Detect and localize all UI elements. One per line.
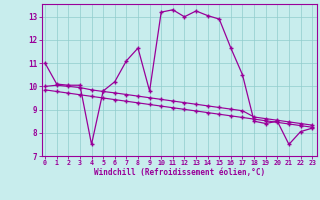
- X-axis label: Windchill (Refroidissement éolien,°C): Windchill (Refroidissement éolien,°C): [94, 168, 265, 177]
